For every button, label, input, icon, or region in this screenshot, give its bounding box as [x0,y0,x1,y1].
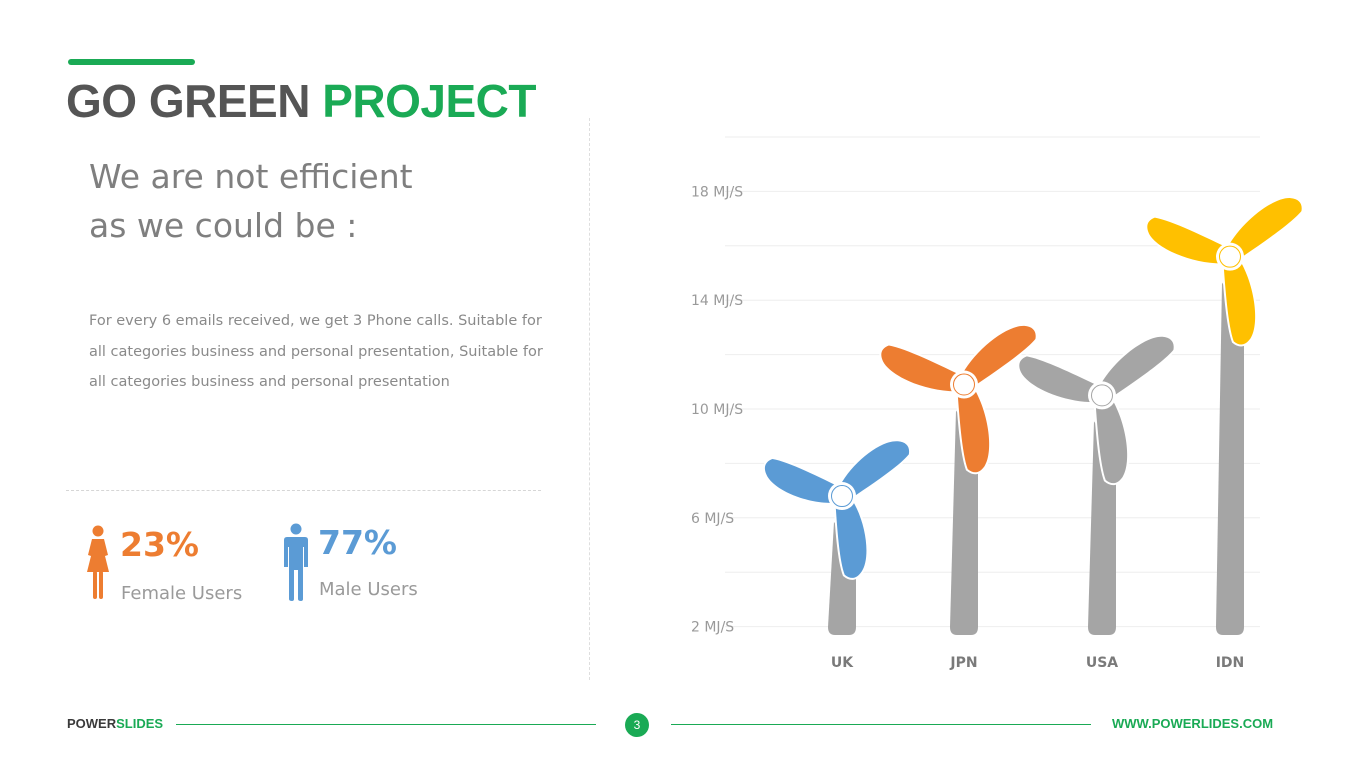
footer-website-link[interactable]: WWW.POWERLIDES.COM [1112,716,1274,731]
page-number-badge: 3 [625,713,649,737]
footer-line-right [671,724,1091,725]
turbine-hub [1219,245,1241,268]
footer-brand-part2: SLIDES [116,716,164,731]
x-category-label: JPN [949,655,977,671]
vertical-divider [589,118,590,680]
turbine-blade [1095,334,1176,404]
x-category-label: USA [1086,655,1118,671]
y-tick-label: 6 MJ/S [691,511,734,527]
turbine-blade [1223,196,1304,265]
page-title-part1: GO GREEN [66,75,310,127]
turbine-tower [1216,282,1244,635]
description-text: For every 6 emails received, we get 3 Ph… [89,306,543,398]
x-category-label: IDN [1216,655,1245,671]
turbine-jpn [879,323,1038,635]
female-users-label: Female Users [121,583,243,604]
female-user-icon [87,525,109,599]
description-line-1: For every 6 emails received, we get 3 Ph… [89,313,542,329]
male-user-icon [284,523,308,601]
y-tick-label: 10 MJ/S [691,402,743,418]
subtitle-line-1: We are not efficient [89,157,413,196]
footer-brand: POWERSLIDES [67,716,163,731]
turbine-blade [835,439,912,505]
female-users-stat: 23% Female Users [84,525,264,605]
page-title-part2: PROJECT [322,75,536,127]
male-users-stat: 77% Male Users [283,523,463,603]
turbine-hub [1091,384,1113,407]
turbine-blade [1092,391,1130,486]
description-line-3: all categories business and personal pre… [89,374,450,390]
turbine-blade [1220,253,1258,347]
turbine-blade [762,456,847,505]
female-users-value: 23% [120,525,199,564]
y-tick-label: 14 MJ/S [691,293,743,309]
subtitle-line-2: as we could be : [89,206,358,245]
y-tick-label: 2 MJ/S [691,620,734,636]
turbine-blade [954,381,992,475]
turbine-blade [1017,354,1107,405]
page-title: GO GREEN PROJECT [66,74,536,128]
male-users-label: Male Users [319,579,418,600]
horizontal-divider [66,490,541,491]
turbine-idn [1145,196,1304,635]
x-category-label: UK [831,655,854,671]
footer-line-left [176,724,596,725]
footer-brand-part1: POWER [67,716,117,731]
turbine-blade [879,343,969,394]
subtitle: We are not efficient as we could be : [89,152,413,250]
turbine-blade [1145,215,1235,266]
turbine-blade [832,492,869,580]
turbine-hub [953,373,975,396]
y-tick-label: 18 MJ/S [691,184,743,200]
description-line-2: all categories business and personal pre… [89,343,543,360]
turbine-uk [762,439,912,635]
turbine-blade [957,323,1038,393]
male-users-value: 77% [318,523,397,562]
turbine-hub [831,485,853,508]
title-accent-bar [68,59,195,65]
turbine-usa [1017,334,1176,635]
wind-turbine-chart: 2 MJ/S 6 MJ/S 10 MJ/S 14 MJ/S 18 MJ/S UK JPN US… [691,136,1304,671]
